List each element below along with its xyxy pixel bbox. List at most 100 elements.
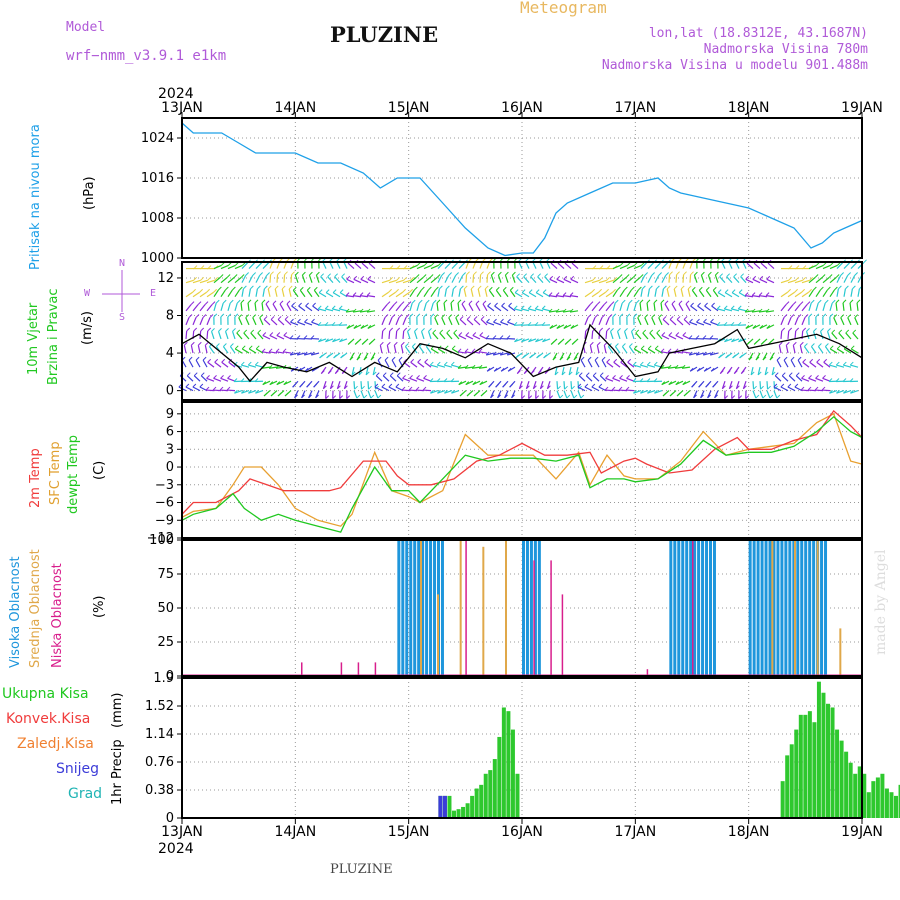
compass-north: N	[119, 258, 126, 269]
wind-barb	[592, 375, 600, 382]
wind-barb	[696, 321, 705, 326]
wind-barb-flag	[766, 325, 771, 329]
wind-barb-flag	[845, 285, 849, 290]
wind-barb-flag	[698, 286, 703, 291]
wind-barb-flag	[310, 351, 315, 356]
wind-barb-flag	[612, 288, 616, 293]
wind-barb	[745, 278, 754, 284]
wind-barb-flag	[718, 354, 722, 359]
wind-barb-flag	[660, 348, 665, 353]
wind-barb	[717, 308, 726, 312]
wind-barb-flag	[625, 386, 630, 391]
wind-barb-flag	[809, 276, 814, 281]
wind-barb-flag	[475, 300, 480, 305]
wind-barb-flag	[790, 314, 795, 318]
wind-barb	[635, 332, 642, 340]
wind-barb-flag	[345, 308, 350, 313]
wind-barb	[850, 348, 859, 354]
wind-barb-flag	[408, 386, 413, 391]
precip-bar	[501, 707, 506, 818]
panel-frame	[181, 539, 863, 677]
wind-barb-flag	[688, 335, 693, 339]
wind-barb	[810, 346, 817, 354]
wind-barb-flag	[424, 358, 429, 363]
wind-barb-flag	[446, 329, 451, 334]
wind-barb	[731, 338, 740, 343]
wind-barb	[744, 295, 754, 298]
wind-barb-flag	[797, 356, 802, 361]
wind-barb	[580, 359, 586, 368]
wind-barb-flag	[683, 316, 688, 320]
wind-barb	[698, 289, 705, 298]
wind-barb-flag	[207, 358, 212, 363]
cloud-high-bar	[705, 540, 709, 676]
wind-barb	[626, 377, 635, 382]
wind-barb	[661, 262, 668, 269]
wind-barb	[570, 310, 579, 313]
wind-barb-flag	[439, 329, 444, 334]
wind-barb-flag	[192, 383, 197, 388]
wind-barb-flag	[486, 318, 490, 323]
wind-barb-flag	[265, 300, 270, 305]
wind-barb-flag	[802, 358, 807, 363]
wind-barb	[212, 389, 222, 392]
wind-barb	[444, 288, 447, 297]
wind-barb-flag	[332, 338, 336, 343]
wind-barb-flag	[821, 274, 826, 278]
wind-barb	[457, 302, 460, 311]
wind-barb-flag	[530, 273, 535, 278]
wind-barb	[200, 375, 208, 382]
wind-barb-flag	[520, 321, 525, 326]
wind-barb-flag	[521, 395, 526, 399]
wind-barb	[849, 302, 852, 311]
wind-barb-flag	[239, 286, 243, 291]
wind-barb-flag	[432, 299, 437, 304]
wind-barb	[312, 305, 320, 312]
precip-bar	[826, 703, 830, 818]
wind-barb	[283, 334, 292, 340]
wind-barb-flag	[232, 286, 236, 291]
wind-barb	[829, 277, 837, 284]
wind-barb	[482, 303, 488, 312]
wind-barb	[521, 338, 530, 343]
wind-barb	[374, 381, 377, 390]
wind-barb-flag	[332, 395, 337, 399]
precip-bar	[492, 759, 497, 818]
wind-barb-flag	[744, 308, 749, 313]
wind-barb-flag	[227, 313, 232, 318]
wind-barb-flag	[724, 338, 728, 343]
wind-barb	[584, 317, 589, 326]
wind-barb-flag	[527, 321, 532, 326]
wind-barb-flag	[682, 381, 687, 385]
wind-barb	[217, 331, 222, 340]
wind-barb	[395, 279, 404, 284]
wind-barb-flag	[318, 289, 323, 293]
wind-barb	[465, 351, 474, 354]
wind-barb	[626, 264, 635, 270]
wind-barb-flag	[490, 394, 494, 399]
precip-bar	[483, 773, 488, 818]
wind-barb-flag	[842, 299, 847, 304]
cloud-high-bar	[397, 540, 401, 676]
precip-bar	[465, 803, 470, 818]
wind-barb-flag	[292, 286, 297, 291]
wind-barb	[472, 334, 481, 340]
wind-barb-flag	[557, 341, 562, 345]
wind-barb-flag	[788, 372, 793, 377]
wind-barb	[298, 305, 306, 312]
wind-barb	[577, 390, 582, 399]
wind-barb	[451, 390, 460, 394]
wind-barb	[647, 390, 656, 394]
x-date-label-bottom: 17JAN	[614, 824, 656, 840]
wind-barb	[382, 375, 390, 382]
x-date-label-top: 16JAN	[501, 100, 543, 116]
wind-barb-flag	[594, 314, 599, 318]
wind-barb-flag	[257, 285, 261, 290]
wind-barb-flag	[814, 274, 819, 278]
wind-barb-flag	[564, 385, 568, 390]
wind-barb-flag	[662, 392, 667, 397]
wind-barb-flag	[414, 328, 418, 332]
wind-barb-flag	[345, 292, 350, 296]
wind-barb	[626, 289, 632, 298]
wind-barb-flag	[783, 314, 788, 318]
